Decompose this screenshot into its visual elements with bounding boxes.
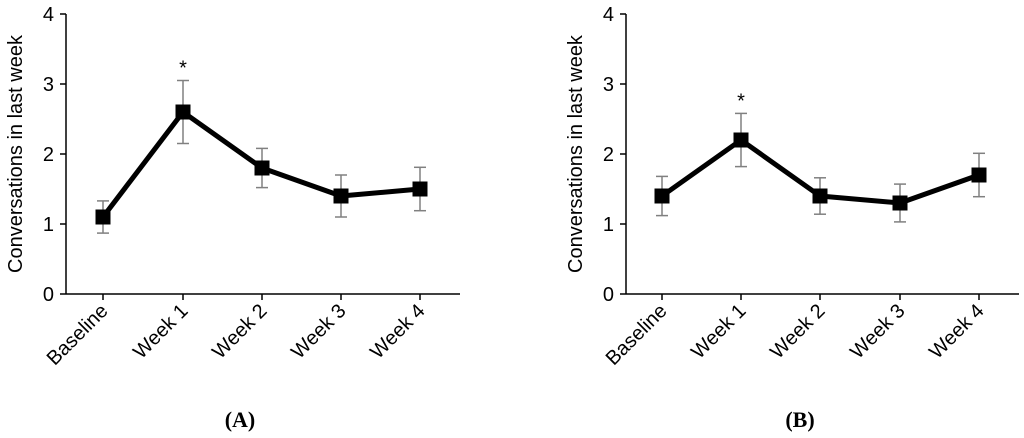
significance-annotation: * (737, 90, 745, 112)
x-tick-label: Week 1 (129, 300, 192, 363)
x-tick-label: Week 2 (208, 300, 271, 363)
y-tick-label: 0 (603, 284, 614, 306)
data-point-marker (333, 188, 349, 204)
y-tick-label: 4 (603, 4, 614, 26)
x-tick-label: Week 2 (766, 300, 829, 363)
panel-label: (A) (225, 407, 256, 432)
significance-annotation: * (179, 58, 187, 80)
y-tick-label: 2 (43, 144, 54, 166)
chart-panel-a: 0 1 2 3 4 Conversations in last week Baseline W… (5, 4, 460, 432)
y-axis-label: Conversations in last week (565, 34, 587, 273)
x-tick-label: Baseline (43, 300, 113, 370)
panel-label: (B) (785, 407, 814, 432)
data-point-marker (254, 160, 270, 176)
data-point-marker (892, 195, 908, 211)
data-point-marker (733, 132, 749, 148)
data-point-marker (412, 181, 428, 197)
y-tick-label: 3 (43, 74, 54, 96)
y-tick-label: 4 (43, 4, 54, 26)
x-tick-label: Week 4 (925, 300, 988, 363)
y-tick-label: 3 (603, 74, 614, 96)
x-tick-label: Week 4 (366, 300, 429, 363)
y-axis-label: Conversations in last week (5, 34, 27, 273)
x-tick-label: Week 3 (846, 300, 909, 363)
y-tick-label: 1 (43, 214, 54, 236)
data-point-marker (175, 104, 191, 120)
data-point-marker (95, 209, 111, 225)
x-tick-label: Baseline (602, 300, 672, 370)
data-point-marker (971, 167, 987, 183)
x-tick-label: Week 3 (287, 300, 350, 363)
data-point-marker (812, 188, 828, 204)
y-tick-label: 2 (603, 144, 614, 166)
data-point-marker (654, 188, 670, 204)
y-tick-label: 1 (603, 214, 614, 236)
y-tick-label: 0 (43, 284, 54, 306)
x-tick-label: Week 1 (687, 300, 750, 363)
